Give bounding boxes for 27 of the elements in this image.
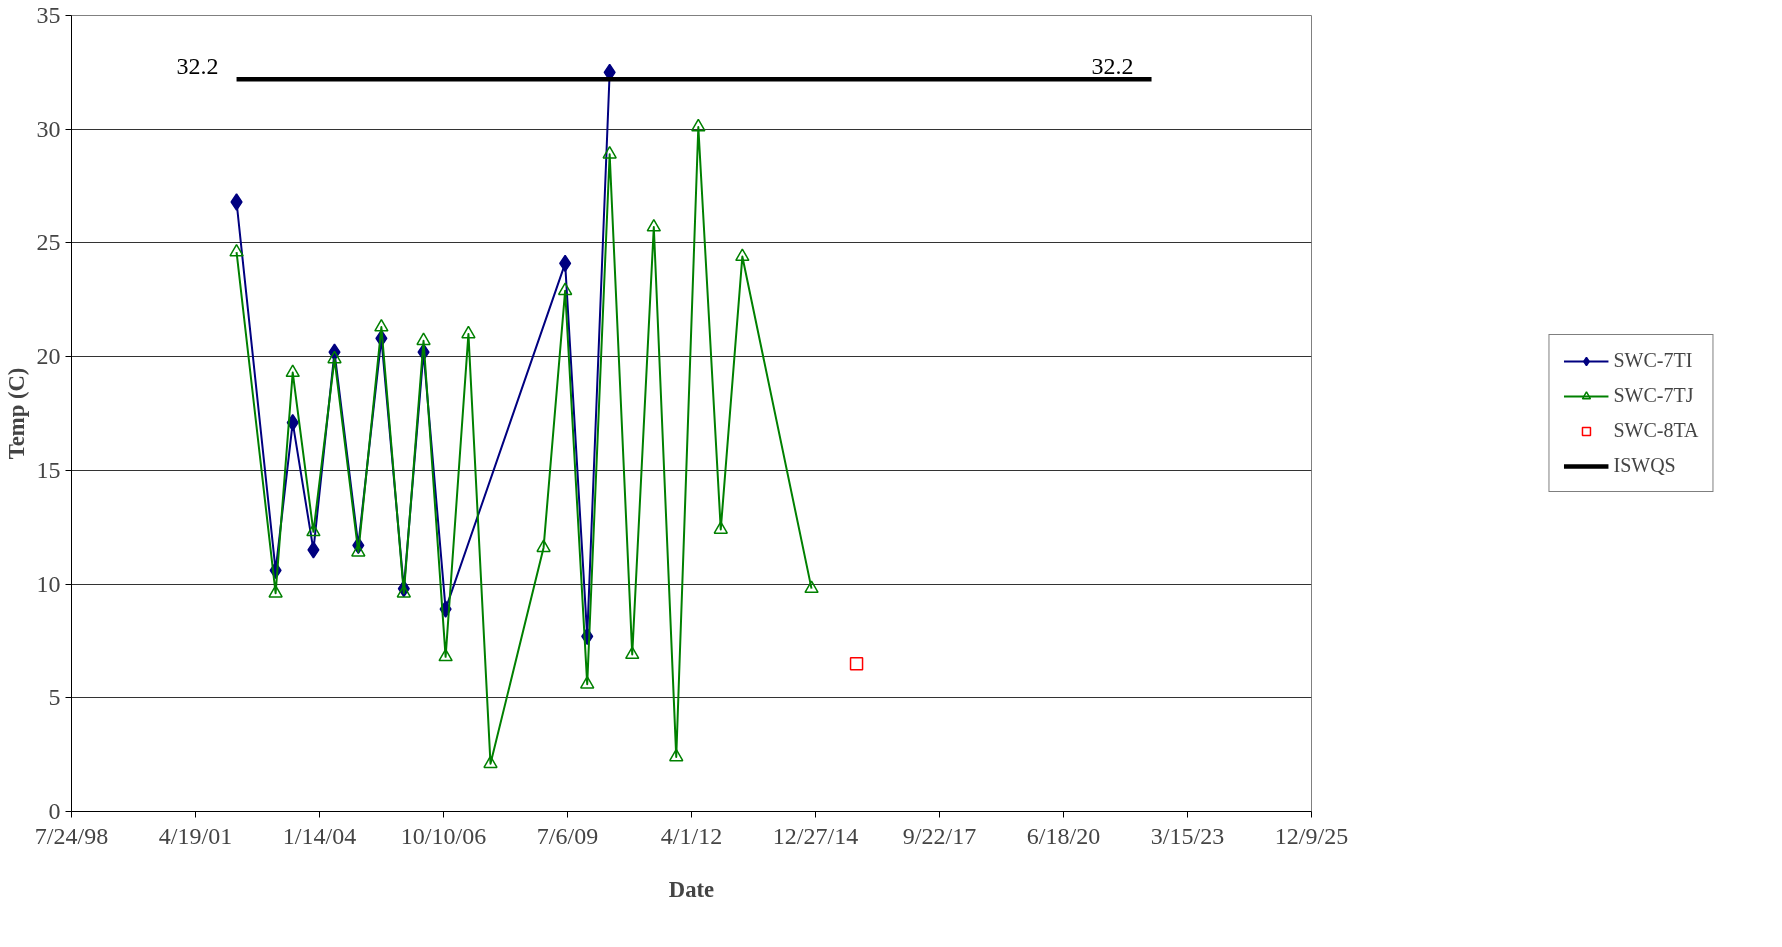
y-tick-label: 20 [36, 343, 61, 370]
legend-label: SWC-8TA [1613, 419, 1699, 442]
x-tick-label: 12/27/14 [772, 822, 859, 849]
x-tick-label: 7/24/98 [34, 822, 109, 849]
x-tick-label: 1/14/04 [282, 822, 357, 849]
y-tick-label: 10 [36, 570, 61, 597]
x-tick-label: 6/18/20 [1026, 822, 1101, 849]
x-tick-label: 7/6/09 [536, 822, 599, 849]
y-tick-label: 30 [36, 115, 61, 142]
x-tick-label: 12/9/25 [1274, 822, 1349, 849]
y-tick-label: 25 [36, 229, 61, 256]
data-label: 32.2 [176, 53, 219, 80]
y-axis-title: Temp (C) [3, 367, 29, 460]
x-tick-label: 4/19/01 [158, 822, 233, 849]
legend-label: SWC-7TI [1613, 349, 1693, 372]
legend-label: ISWQS [1613, 454, 1676, 477]
y-tick-label: 0 [48, 798, 61, 824]
x-tick-label: 9/22/17 [902, 822, 977, 849]
x-tick-label: 4/1/12 [660, 822, 723, 849]
data-label: 32.2 [1091, 53, 1134, 80]
x-tick-label: 10/10/06 [400, 822, 487, 849]
y-tick-label: 15 [36, 456, 61, 483]
y-tick-label: 5 [48, 684, 61, 711]
legend-label: SWC-7TJ [1613, 384, 1694, 407]
y-tick-label: 35 [36, 2, 61, 28]
x-axis-title: Date [668, 876, 715, 902]
x-tick-label: 3/15/23 [1150, 822, 1225, 849]
